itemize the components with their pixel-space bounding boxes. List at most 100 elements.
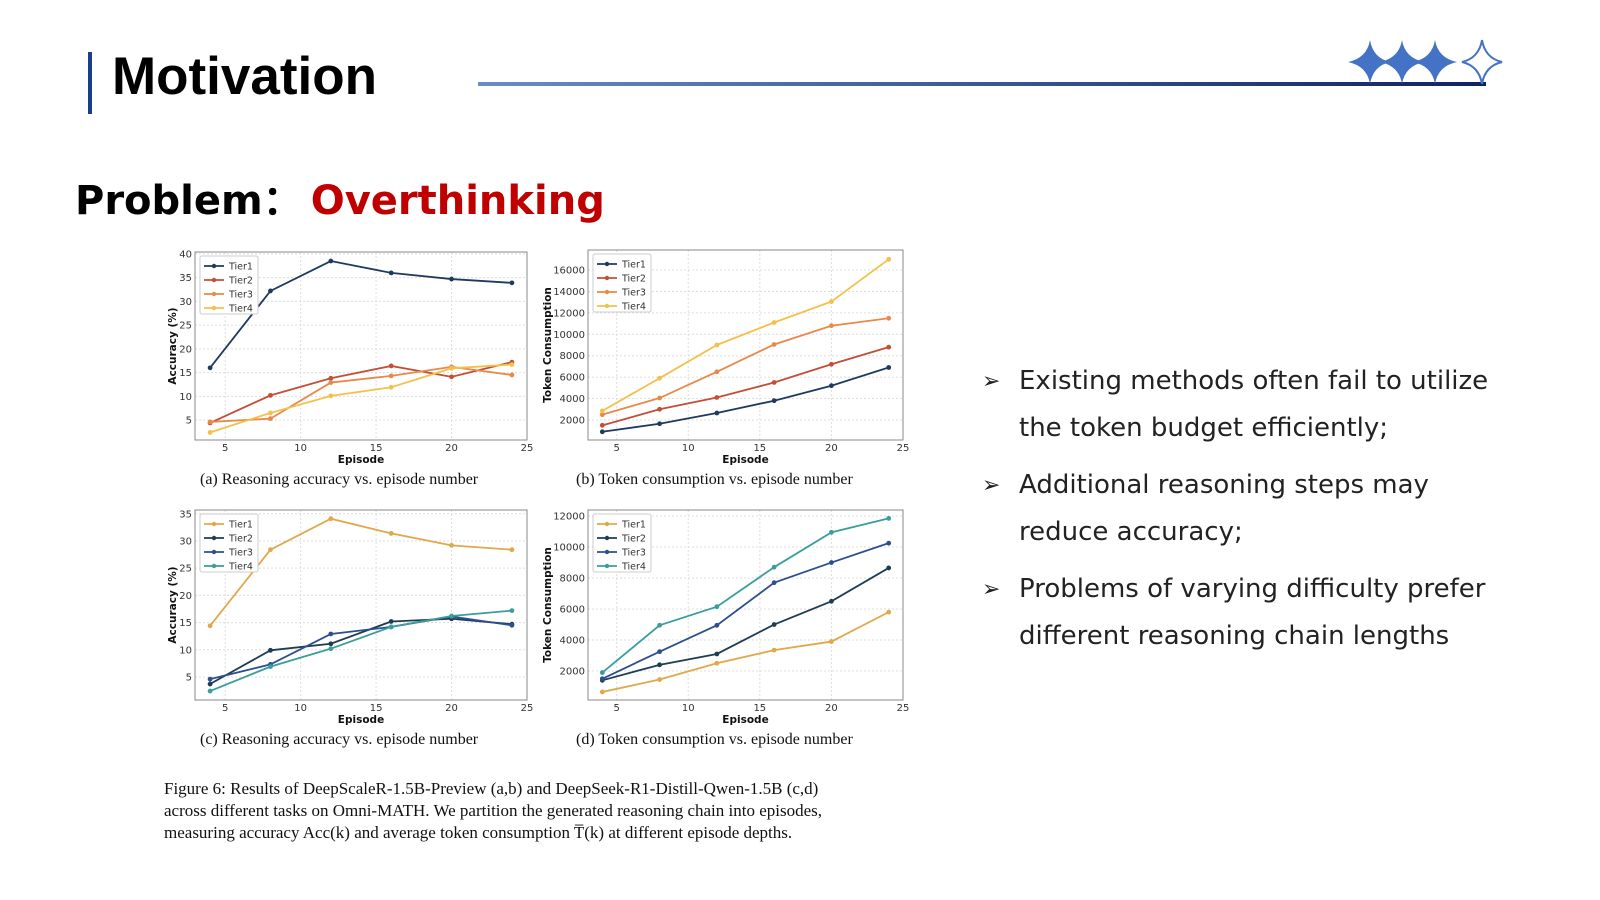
bullet-list: ➢ Existing methods often fail to utilize…	[982, 358, 1542, 670]
data-point-tier2	[771, 622, 777, 627]
y-tick-label: 20	[179, 591, 192, 602]
data-point-tier3	[829, 560, 834, 565]
y-tick-label: 30	[179, 297, 192, 308]
legend-marker	[211, 549, 217, 555]
data-point-tier2	[449, 374, 454, 380]
y-tick-label: 16000	[553, 266, 585, 277]
legend-label: Tier2	[621, 274, 646, 285]
legend-label: Tier4	[228, 304, 253, 315]
legend-marker	[604, 521, 610, 527]
data-point-tier2	[714, 651, 720, 657]
data-point-tier3	[509, 622, 515, 628]
series-line-tier4	[209, 363, 512, 434]
y-tick-label: 6000	[560, 373, 585, 384]
y-tick-label: 8000	[560, 351, 585, 362]
data-point-tier4	[714, 342, 720, 348]
data-point-tier3	[714, 369, 720, 375]
star-outline-icon	[1461, 39, 1503, 85]
data-point-tier4	[714, 604, 720, 610]
y-tick-label: 4000	[560, 394, 585, 405]
series-line-tier3	[210, 365, 513, 423]
y-axis-label: Token Consumption	[542, 547, 554, 663]
legend-marker	[211, 535, 217, 541]
y-tick-label: 8000	[560, 574, 585, 585]
y-tick-label: 12000	[553, 512, 585, 523]
data-point-tier1	[714, 410, 720, 416]
series-line-tier1	[209, 260, 512, 369]
data-point-tier3	[509, 372, 515, 378]
data-point-tier3	[328, 380, 334, 385]
legend-marker	[604, 275, 610, 281]
data-point-tier2	[388, 619, 394, 624]
y-tick-label: 4000	[560, 636, 585, 647]
x-tick-label: 15	[753, 703, 766, 714]
data-point-tier3	[388, 373, 394, 379]
data-point-tier3	[207, 676, 213, 682]
x-tick-label: 20	[825, 703, 838, 714]
x-tick-label: 10	[682, 703, 695, 714]
x-tick-label: 5	[613, 443, 619, 454]
data-point-tier4	[771, 564, 777, 570]
legend-marker	[211, 521, 217, 527]
data-point-tier4	[328, 393, 334, 399]
legend-marker	[604, 535, 610, 541]
x-tick-label: 10	[682, 443, 695, 454]
y-tick-label: 25	[179, 321, 192, 332]
data-point-tier3	[599, 412, 605, 418]
legend-label: Tier3	[621, 288, 646, 299]
series-line-tier3	[602, 317, 889, 416]
legend-marker	[604, 261, 610, 267]
title-divider	[478, 82, 1486, 86]
x-tick-label: 20	[445, 703, 458, 714]
y-tick-label: 35	[179, 273, 192, 284]
x-tick-label: 20	[825, 443, 838, 454]
figure-caption-line: across different tasks on Omni-MATH. We …	[164, 801, 823, 820]
data-point-tier2	[207, 681, 213, 687]
legend-marker	[604, 289, 610, 295]
series-line-tier4	[601, 258, 890, 412]
x-axis-label: Episode	[722, 454, 768, 466]
legend-label: Tier1	[621, 520, 646, 531]
legend-label: Tier4	[621, 562, 646, 573]
data-point-tier1	[207, 623, 213, 629]
data-point-tier4	[328, 646, 334, 652]
data-point-tier1	[388, 270, 394, 276]
data-point-tier2	[268, 647, 273, 653]
figure-caption: Figure 6: Results of DeepScaleR-1.5B-Pre…	[164, 778, 822, 844]
data-point-tier2	[714, 395, 720, 400]
data-point-tier3	[268, 416, 273, 422]
y-tick-label: 12000	[553, 308, 585, 319]
title-accent-bar	[88, 52, 92, 114]
x-tick-label: 5	[613, 703, 619, 714]
series-line-tier1	[602, 611, 890, 693]
data-point-tier1	[771, 647, 777, 653]
caption-b: (b) Token consumption vs. episode number	[576, 471, 853, 488]
x-axis-label: Episode	[338, 454, 384, 466]
data-point-tier1	[207, 365, 213, 371]
x-axis-label: Episode	[722, 714, 768, 726]
data-point-tier4	[388, 384, 394, 390]
chart-tokens-d: 5 10 15 20 25 2000 4000 6000 8000 10000 12000 Episo…	[542, 509, 909, 726]
y-tick-label: 10	[179, 645, 192, 656]
data-point-tier2	[599, 422, 605, 428]
legend-box	[592, 253, 652, 313]
data-point-tier3	[771, 580, 777, 586]
data-point-tier3	[657, 649, 662, 655]
data-point-tier3	[207, 419, 213, 425]
series-line-tier1	[602, 366, 889, 433]
bullet-text: Problems of varying difficulty prefer	[1019, 574, 1486, 604]
data-point-tier1	[886, 365, 892, 370]
legend-label: Tier4	[621, 302, 646, 313]
legend-marker	[604, 563, 610, 569]
legend-box	[592, 513, 652, 573]
legend-marker	[211, 291, 217, 297]
legend-box	[199, 513, 259, 573]
x-tick-label: 10	[294, 443, 307, 454]
y-tick-label: 15	[179, 368, 192, 379]
data-point-tier4	[657, 622, 662, 628]
series-line-tier4	[601, 517, 889, 674]
data-point-tier4	[268, 410, 273, 416]
data-point-tier4	[449, 613, 454, 619]
bullet-text: the token budget efficiently;	[1019, 413, 1389, 443]
series-line-tier2	[209, 361, 513, 424]
